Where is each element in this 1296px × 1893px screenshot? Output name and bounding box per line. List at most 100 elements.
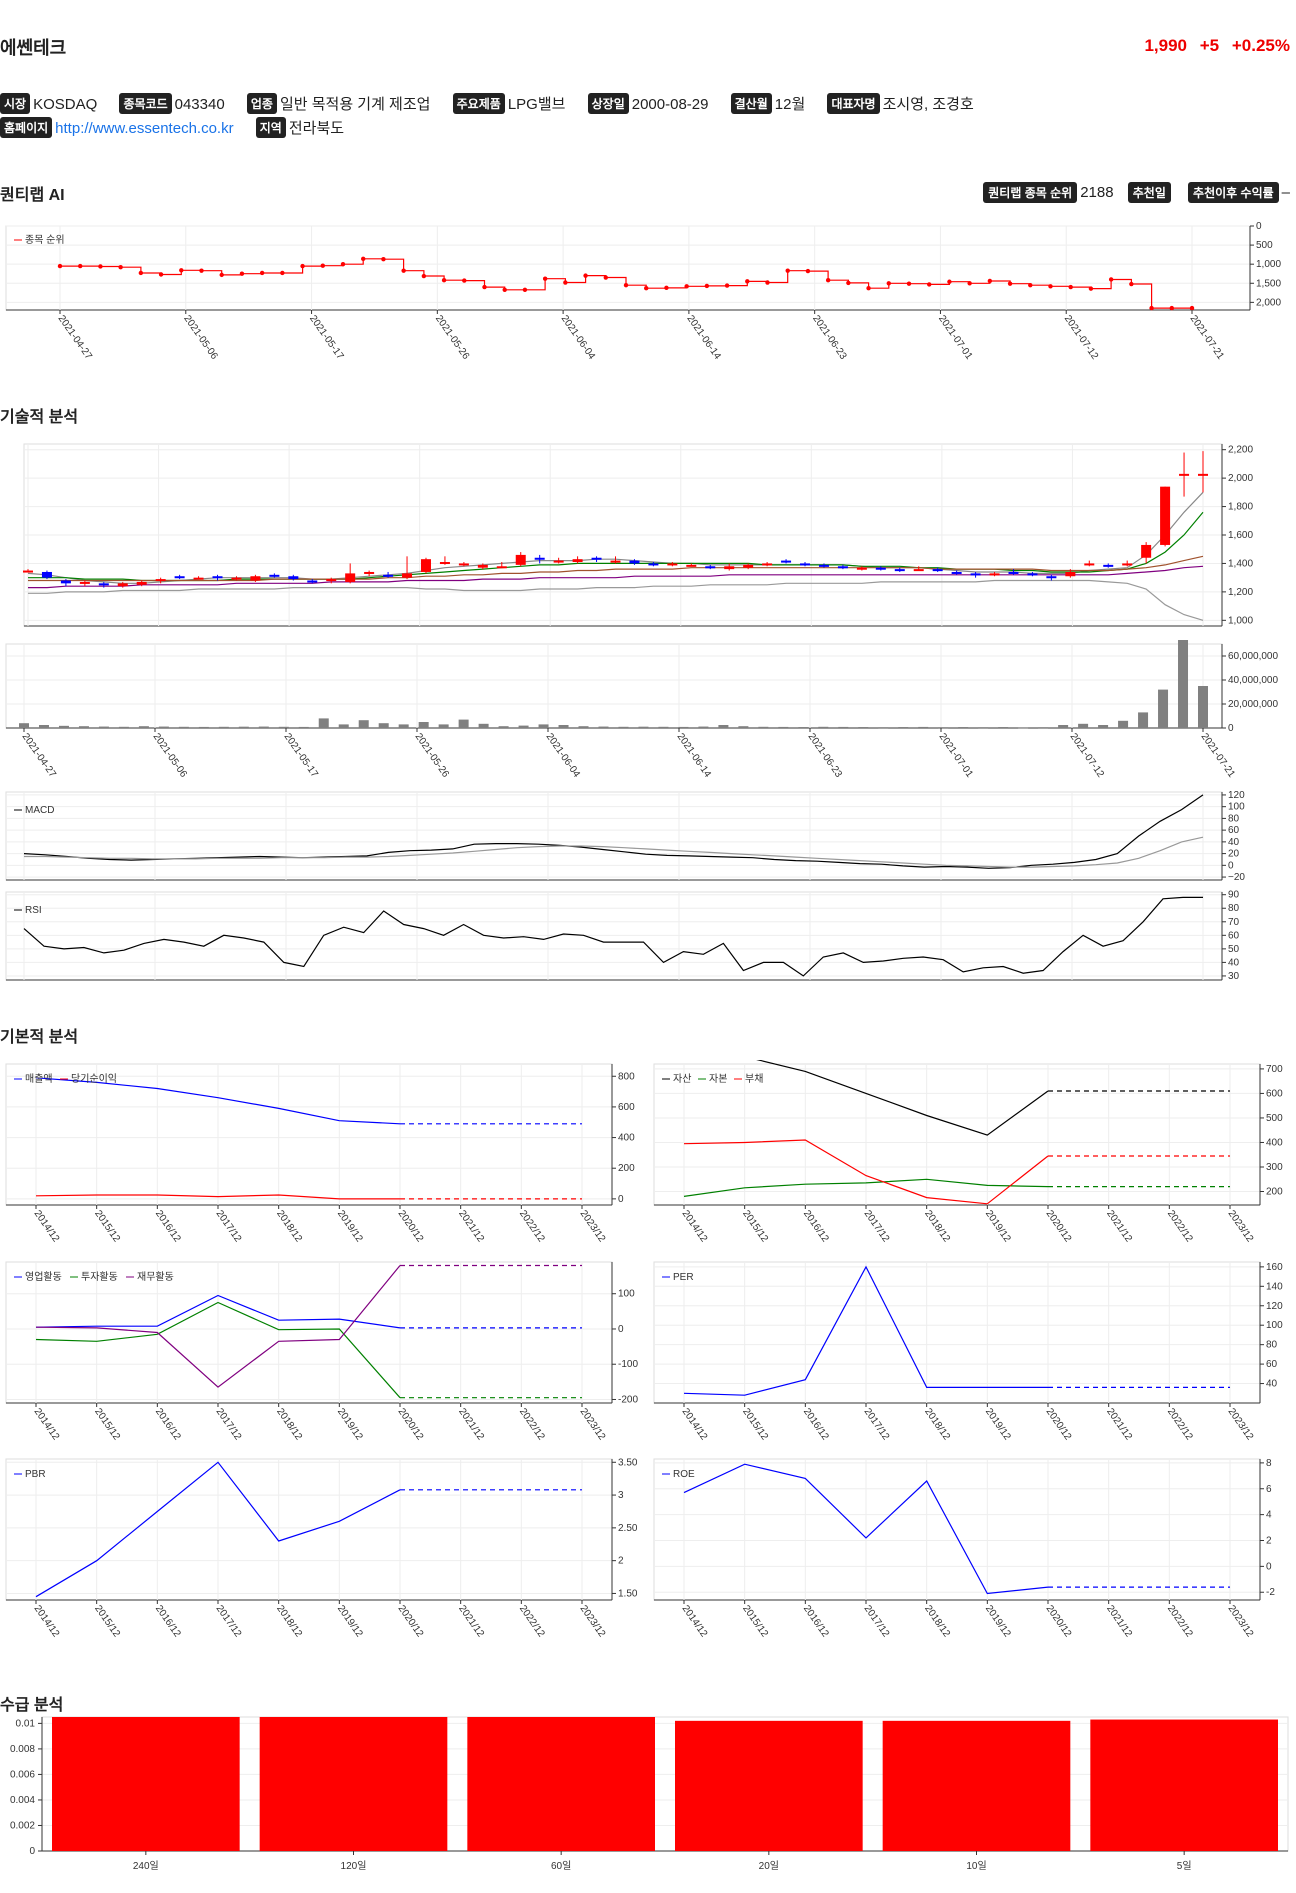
section-fund-title: 기본적 분석 [0, 1029, 79, 1046]
rank-point [1169, 305, 1174, 311]
series-line [683, 1463, 1049, 1595]
candle-body [1179, 473, 1190, 476]
volume-bar [218, 726, 229, 728]
candle-body [1084, 563, 1095, 566]
y-tick-label: 160 [1266, 1262, 1283, 1273]
volume-bar [718, 725, 729, 728]
volume-bar [858, 727, 869, 729]
volume-bar [878, 727, 889, 729]
candle-body [743, 564, 754, 568]
volume-bar [318, 718, 329, 728]
y-tick-label: -200 [618, 1394, 638, 1405]
ai-summary: 퀀티랩 종목 순위 2188 추천일 추천이후 수익률 – [973, 182, 1290, 203]
legend-label: 재무활동 [137, 1270, 174, 1283]
legend-label: 영업활동 [25, 1270, 62, 1283]
x-tick-label: 2018/12 [922, 1603, 952, 1639]
info-product: 주요제품 LPG밸브 [452, 93, 565, 114]
rank-point [644, 286, 649, 291]
y-tick-label: 90 [1228, 890, 1240, 901]
x-tick-label: 2014/12 [32, 1406, 62, 1442]
x-tick-label: 2021-05-17 [307, 313, 346, 362]
y-tick-label: 2,200 [1228, 445, 1253, 456]
x-tick-label: 2015/12 [92, 1406, 122, 1442]
candle-body [648, 563, 659, 566]
rank-point [57, 263, 63, 269]
candle-body [326, 579, 337, 582]
volume-bar [58, 725, 69, 728]
price-change-pct: +0.25% [1231, 36, 1290, 55]
y-tick-label: 2,000 [1228, 473, 1253, 484]
volume-bar [278, 726, 289, 728]
y-tick-label: 2 [1266, 1535, 1272, 1546]
y-tick-label: 60 [1228, 825, 1240, 836]
rank-point [967, 281, 972, 286]
x-tick-label: 2023/12 [1226, 1208, 1256, 1244]
candle-body [288, 576, 299, 580]
plot-frame [5, 891, 1223, 981]
rank-point [138, 270, 144, 276]
volume-bar [818, 726, 829, 728]
x-tick-label: 2014/12 [680, 1406, 710, 1442]
x-tick-label: 2020/12 [1044, 1603, 1074, 1639]
y-tick-label: 1,400 [1228, 558, 1253, 569]
y-tick-label: 40 [1266, 1379, 1278, 1390]
y-tick-label: -100 [618, 1359, 638, 1370]
volume-bar [1098, 725, 1109, 728]
candle-body [913, 569, 924, 572]
candle-body [629, 560, 640, 564]
y-tick-label: 6 [1266, 1484, 1272, 1495]
candle-body [1160, 486, 1171, 545]
rank-point [623, 282, 629, 288]
candle-body [686, 564, 697, 567]
rank-point [300, 263, 305, 269]
x-tick-label: 2020/12 [396, 1603, 426, 1639]
x-tick-label: 2021-06-23 [810, 313, 849, 362]
volume-bar [498, 726, 509, 728]
x-tick-label: 2022/12 [517, 1603, 547, 1639]
y-tick-label: 0 [1266, 1561, 1272, 1572]
rank-point [361, 256, 366, 262]
x-tick-label: 2021-05-26 [433, 313, 472, 362]
volume-bar [678, 726, 689, 728]
y-tick-label: 20 [1228, 849, 1240, 860]
y-tick-label: 60 [1228, 930, 1240, 941]
x-tick-label: 2020/12 [396, 1406, 426, 1442]
volume-bar [1118, 720, 1129, 728]
volume-bar [1178, 640, 1189, 728]
x-tick-label: 2016/12 [801, 1603, 831, 1639]
legend-label: 매출액 [25, 1073, 53, 1085]
candle-body [136, 581, 147, 585]
x-tick-label: 2014/12 [680, 1603, 710, 1639]
candle-body [951, 571, 962, 574]
candle-body [932, 569, 943, 572]
rank-point [583, 273, 588, 278]
rec-return-badge: 추천이후 수익률 [1188, 182, 1279, 203]
y-tick-label: 20,000,000 [1228, 699, 1278, 710]
rec-date-badge: 추천일 [1127, 182, 1171, 203]
rank-point [219, 272, 224, 278]
candle-body [477, 564, 488, 568]
info-code: 종목코드 043340 [119, 93, 225, 114]
y-tick-label: 2,000 [1256, 297, 1281, 308]
info-row-2: 홈페이지 http://www.essentech.co.kr 지역 전라북도 [0, 117, 362, 138]
y-tick-label: 120 [1266, 1301, 1283, 1312]
volume-bar [258, 726, 269, 728]
candle-body [420, 559, 431, 572]
candle-body [193, 577, 204, 580]
price-display: 1,990 +5 +0.25% [1136, 36, 1290, 56]
y-tick-label: 300 [1266, 1162, 1283, 1173]
x-tick-label: 2017/12 [214, 1406, 244, 1442]
rank-point [158, 272, 164, 277]
x-tick-label: 2015/12 [92, 1208, 122, 1244]
supply-bar [1090, 1719, 1278, 1851]
y-tick-label: 400 [1266, 1137, 1283, 1148]
candle-body [667, 563, 678, 566]
candle-body [439, 562, 450, 565]
rank-point [1108, 277, 1114, 282]
x-tick-label: 2019/12 [335, 1406, 365, 1442]
candle-body [610, 560, 621, 563]
homepage-link[interactable]: http://www.essentech.co.kr [55, 120, 234, 137]
y-tick-label: 0.002 [10, 1820, 35, 1831]
candle-body [79, 581, 90, 584]
x-tick-label: 2021-05-26 [413, 731, 452, 780]
